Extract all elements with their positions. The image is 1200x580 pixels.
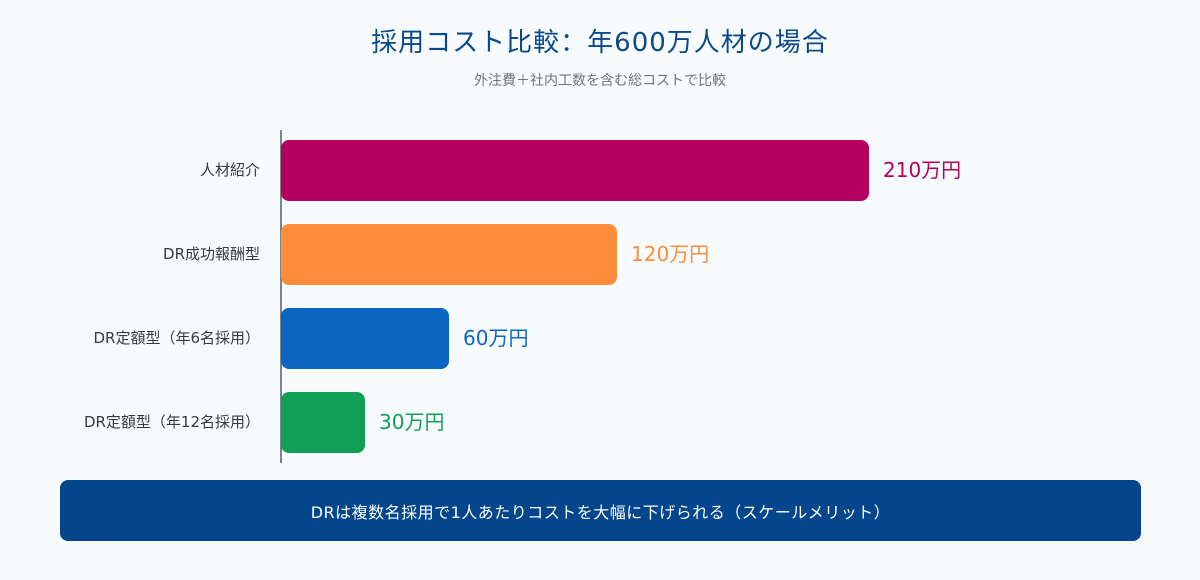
bar (281, 140, 869, 201)
value-label: 30万円 (379, 410, 444, 434)
value-label: 60万円 (463, 326, 528, 350)
value-label: 120万円 (631, 242, 709, 266)
bar (281, 224, 617, 285)
bar-chart: 人材紹介 210万円 DR成功報酬型 120万円 DR定額型（年6名採用） 60万円 DR定… (84, 130, 961, 463)
chart-title: 採用コスト比較：年600万人材の場合 (371, 28, 829, 58)
bar (281, 308, 449, 369)
summary-banner: DRは複数名採用で1人あたりコストを大幅に下げられる（スケールメリット） (60, 480, 1141, 541)
category-label: 人材紹介 (200, 161, 260, 179)
category-label: DR定額型（年6名採用） (93, 329, 260, 347)
summary-banner-text: DRは複数名採用で1人あたりコストを大幅に下げられる（スケールメリット） (310, 502, 891, 522)
category-label: DR成功報酬型 (163, 245, 260, 263)
chart-subtitle: 外注費＋社内工数を含む総コストで比較 (474, 73, 726, 89)
bar (281, 392, 365, 453)
category-label: DR定額型（年12名採用） (84, 413, 260, 431)
value-label: 210万円 (883, 158, 961, 182)
